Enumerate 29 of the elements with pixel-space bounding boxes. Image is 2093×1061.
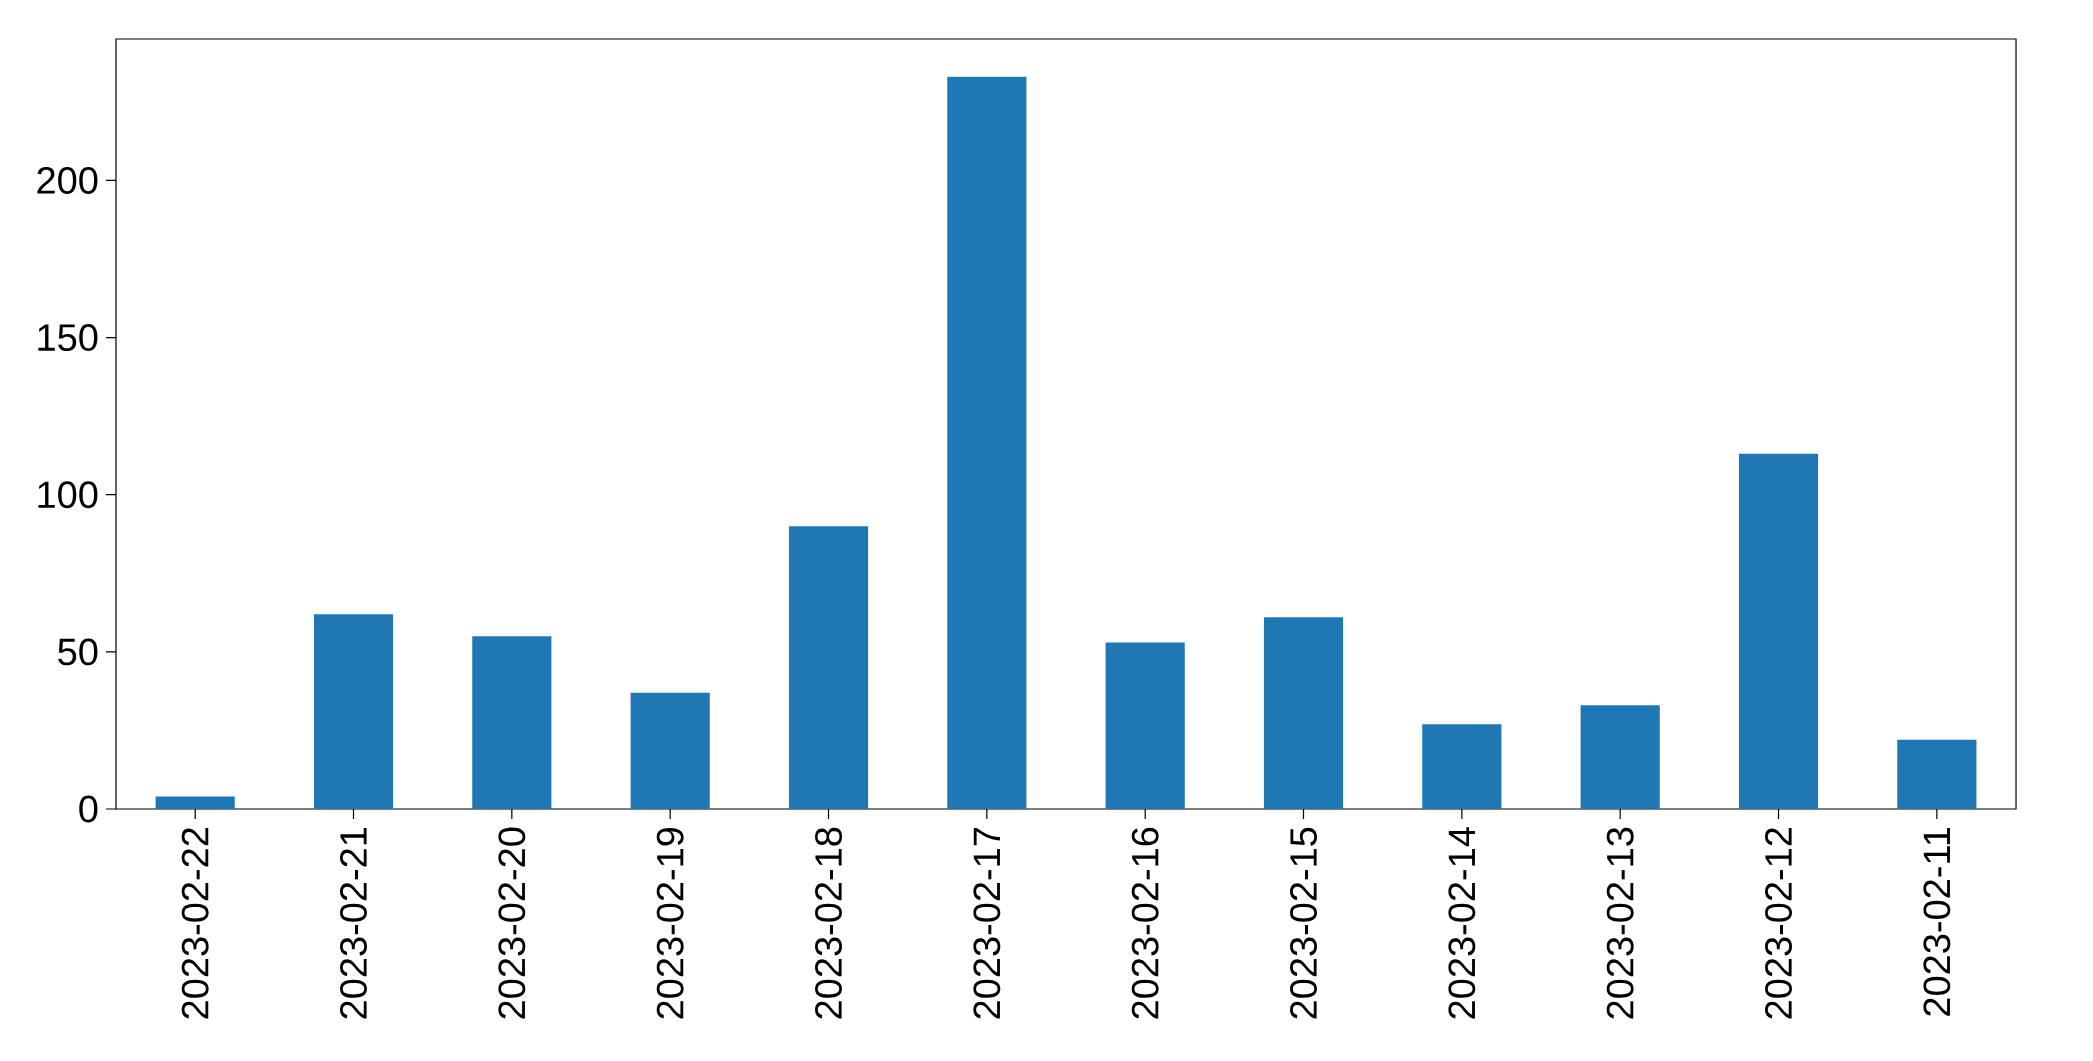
bar bbox=[630, 692, 710, 809]
x-tick-label: 2023-02-22 bbox=[181, 828, 209, 1019]
bar bbox=[472, 636, 552, 809]
y-tick-label: 50 bbox=[58, 638, 98, 666]
x-tick-label: 2023-02-14 bbox=[1448, 827, 1476, 1019]
bar bbox=[788, 526, 869, 809]
x-tick-label: 2023-02-15 bbox=[1290, 827, 1317, 1019]
x-tick-label: 2023-02-12 bbox=[1765, 828, 1792, 1019]
bar bbox=[1263, 617, 1344, 809]
x-tick-label: 2023-02-18 bbox=[815, 827, 842, 1019]
y-tick-label: 200 bbox=[37, 166, 98, 194]
x-tick-label: 2023-02-16 bbox=[1131, 827, 1159, 1019]
x-tick-label: 2023-02-19 bbox=[656, 827, 684, 1019]
x-tick-label: 2023-02-17 bbox=[973, 828, 1001, 1019]
bar bbox=[1738, 453, 1819, 809]
x-tick-label: 2023-02-20 bbox=[498, 827, 526, 1019]
bar bbox=[1105, 642, 1185, 809]
y-tick-label: 100 bbox=[38, 481, 98, 509]
x-tick-label: 2023-02-13 bbox=[1606, 827, 1634, 1019]
bar bbox=[1897, 739, 1977, 809]
x-tick-label: 2023-02-11 bbox=[1923, 827, 1951, 1016]
bar bbox=[155, 796, 235, 809]
bar bbox=[1580, 705, 1660, 809]
bar bbox=[947, 76, 1027, 809]
bar bbox=[1422, 724, 1502, 809]
y-tick-label: 0 bbox=[79, 795, 98, 823]
y-tick-label: 150 bbox=[38, 324, 98, 352]
x-tick-label: 2023-02-21 bbox=[340, 827, 367, 1019]
bar bbox=[313, 614, 394, 809]
